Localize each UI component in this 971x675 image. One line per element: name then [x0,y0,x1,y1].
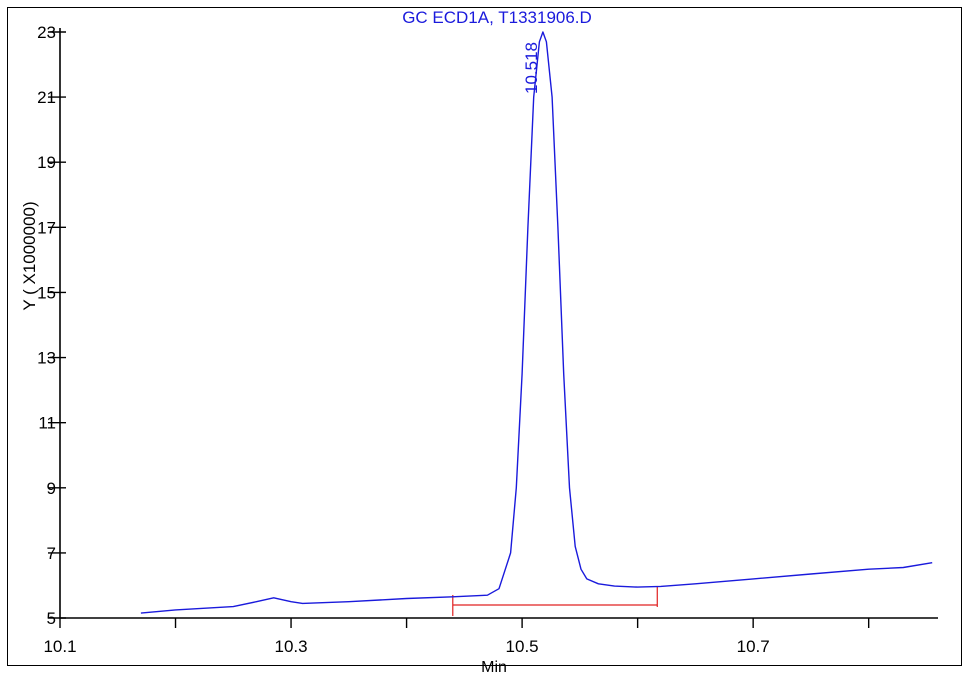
x-tick-label: 10.3 [275,637,308,656]
peak-label: 10.518 [522,42,541,94]
axes: 5 7 9 11 13 15 17 19 21 23 10.1 10.3 10.5 10.7 [37,23,938,656]
y-tick-label: 5 [47,609,56,628]
x-tick-label: 10.5 [506,637,539,656]
x-tick-label: 10.1 [43,637,76,656]
y-tick-label: 13 [37,349,56,368]
y-tick-label: 7 [47,544,56,563]
chart-title: GC ECD1A, T1331906.D [402,8,592,27]
chart-frame [7,7,962,666]
x-axis-label: Min [481,659,507,675]
chromatogram-trace [140,31,933,614]
y-axis-label: Y ( X1000000) [20,201,39,310]
y-tick-label: 21 [37,88,56,107]
x-tick-label: 10.7 [737,637,770,656]
plot-area: 10.518 [140,31,933,616]
y-tick-label: 19 [37,153,56,172]
y-tick-label: 23 [37,23,56,42]
y-tick-label: 9 [47,479,56,498]
y-tick-label: 11 [38,414,56,433]
y-tick-label: 17 [37,218,56,237]
y-tick-label: 15 [37,283,56,302]
